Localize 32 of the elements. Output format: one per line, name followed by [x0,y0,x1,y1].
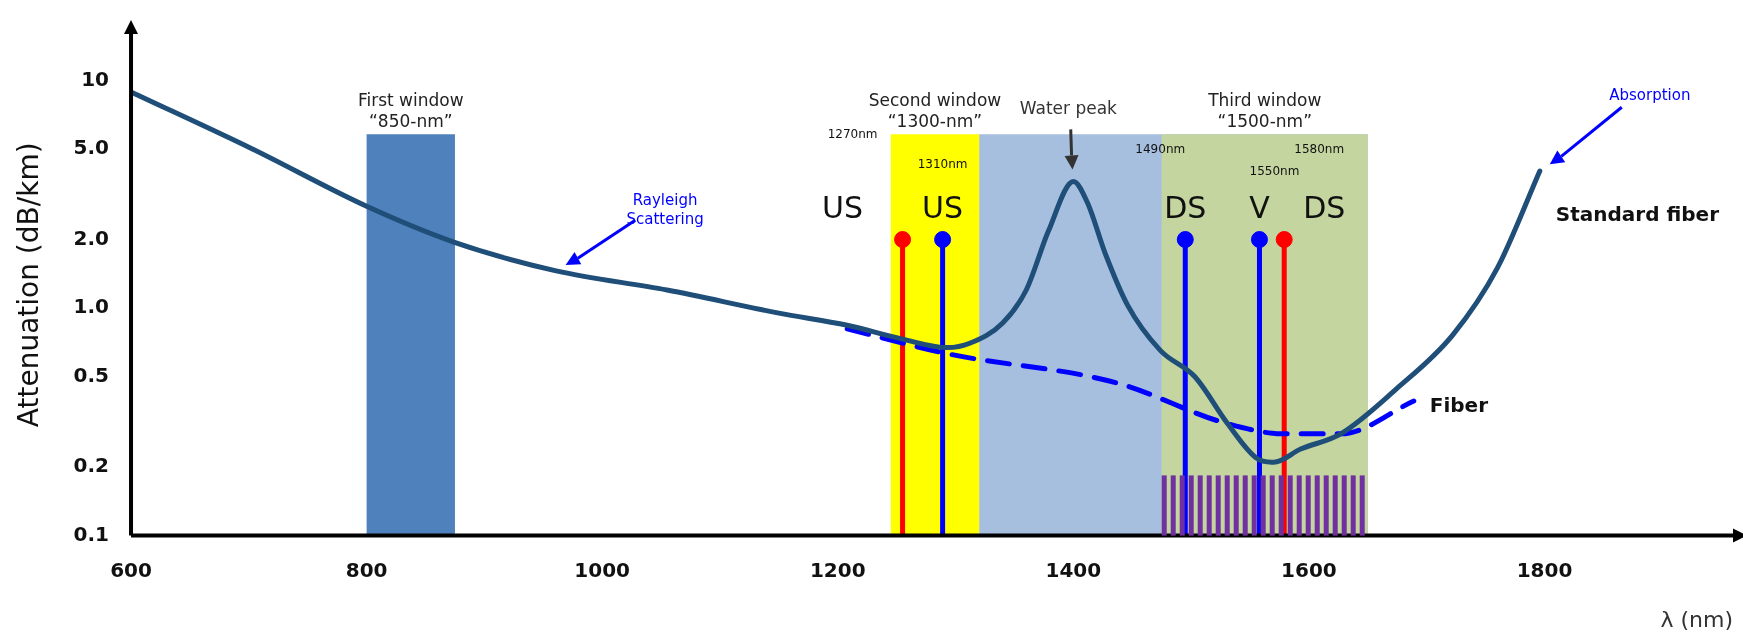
annotation: 1490nm [1135,141,1186,156]
series-label: Standard fiber [1555,202,1720,227]
data-label: DS [1164,190,1207,226]
y-tick-label: 0.1 [73,521,110,546]
y-tick-label: 5.0 [73,135,110,160]
y-tick-label: 1.0 [73,294,110,319]
series-label: Fiber [1429,393,1489,418]
x-tick-label: 1400 [1045,557,1102,582]
annotation: 1580nm [1294,141,1345,156]
x-tick-label: 1000 [574,557,631,582]
x-tick-label: 1800 [1516,557,1573,582]
annotation: Rayleigh Scattering [626,191,704,229]
annotation: Water peak [1019,97,1118,118]
annotation: 1310nm [917,156,968,171]
data-label: US [922,190,964,226]
data-label: US [822,190,864,226]
y-tick-label: 10 [81,66,110,91]
x-tick-label: 800 [345,557,388,582]
y-axis-title: Attenuation (dB/km) [12,142,46,428]
band-label: Third window “1500-nm” [1207,90,1322,132]
data-label: V [1249,190,1271,226]
data-label: DS [1303,190,1346,226]
annotation: 1550nm [1249,163,1300,178]
x-tick-label: 1200 [809,557,866,582]
annotation: Absorption [1609,85,1691,104]
x-tick-label: 600 [110,557,152,582]
y-tick-label: 0.2 [73,453,110,478]
band-label: First window “850-nm” [357,90,464,132]
x-axis-title: λ (nm) [1660,606,1733,632]
y-tick-label: 0.5 [73,362,110,387]
y-tick-label: 2.0 [73,225,110,250]
x-tick-label: 1600 [1281,557,1337,582]
